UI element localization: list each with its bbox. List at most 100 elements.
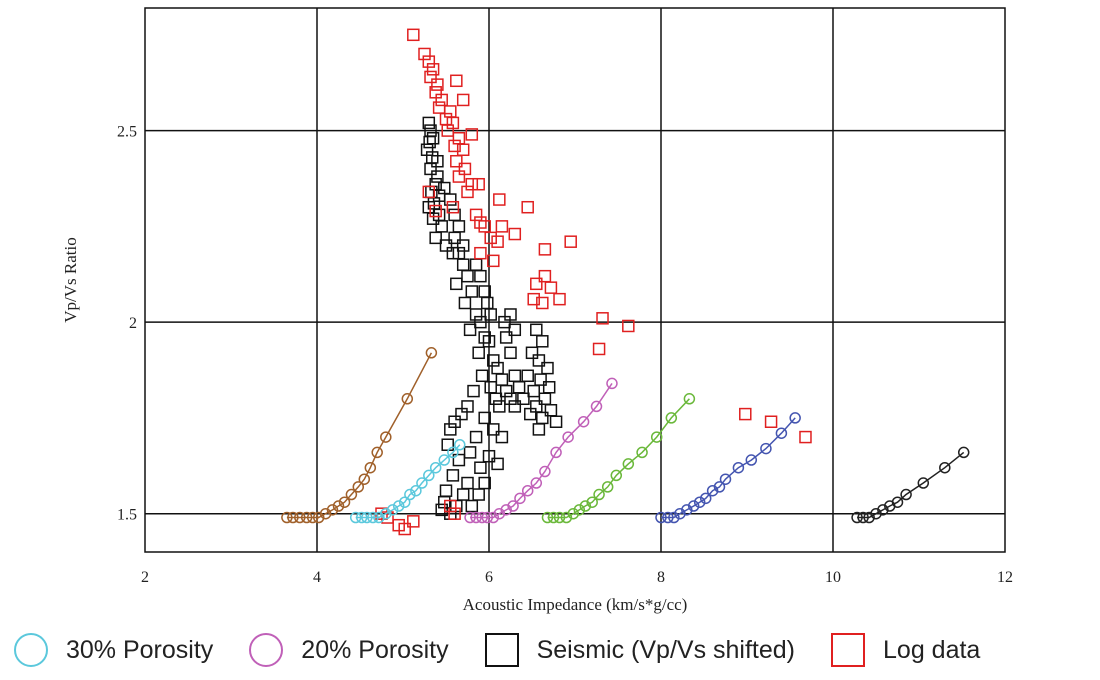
data-point bbox=[775, 427, 788, 439]
x-tick-labels: 2 4 6 8 10 12 bbox=[141, 569, 1013, 586]
data-point bbox=[525, 346, 539, 360]
data-point bbox=[504, 346, 517, 360]
data-point bbox=[475, 369, 489, 383]
y-tick-label: 2 bbox=[129, 315, 137, 332]
data-point bbox=[425, 185, 438, 199]
circle-marker-icon bbox=[14, 633, 48, 667]
legend-item: Seismic (Vp/Vs shifted) bbox=[484, 633, 795, 667]
data-point bbox=[455, 407, 468, 421]
data-point bbox=[622, 319, 635, 333]
y-tick-labels: 1.5 2 2.5 bbox=[117, 124, 137, 524]
data-point bbox=[435, 93, 448, 107]
circle-marker-icon bbox=[249, 633, 284, 667]
data-point bbox=[481, 296, 494, 310]
legend-item: 20% Porosity bbox=[249, 633, 449, 667]
data-point bbox=[484, 381, 497, 394]
square-marker-icon bbox=[831, 633, 866, 667]
data-point bbox=[536, 335, 549, 348]
data-point bbox=[482, 449, 496, 463]
data-point bbox=[465, 128, 479, 141]
data-point bbox=[478, 331, 491, 344]
series-line bbox=[857, 451, 965, 519]
data-point bbox=[719, 473, 732, 485]
data-point bbox=[416, 477, 428, 489]
data-point bbox=[489, 392, 503, 406]
data-point bbox=[610, 469, 623, 482]
data-point bbox=[425, 151, 439, 164]
data-point bbox=[487, 423, 500, 436]
data-point bbox=[508, 400, 522, 413]
data-point bbox=[446, 469, 460, 482]
data-point bbox=[287, 511, 299, 524]
data-point bbox=[424, 162, 437, 176]
data-point bbox=[521, 200, 534, 214]
series-line bbox=[470, 382, 613, 519]
data-point bbox=[504, 392, 517, 406]
series-0 bbox=[349, 438, 466, 524]
data-point bbox=[547, 511, 560, 524]
data-point bbox=[683, 393, 696, 405]
data-point bbox=[426, 63, 440, 76]
data-point bbox=[668, 511, 680, 524]
data-point bbox=[472, 346, 485, 360]
data-point bbox=[573, 504, 586, 516]
square-marker-icon bbox=[484, 633, 519, 667]
data-point bbox=[536, 296, 549, 310]
series-layer bbox=[281, 28, 970, 536]
data-point bbox=[474, 246, 487, 260]
data-point bbox=[745, 454, 758, 466]
data-point bbox=[448, 231, 461, 245]
x-tick-label: 10 bbox=[825, 569, 841, 586]
data-point bbox=[431, 78, 444, 91]
grid-lines bbox=[145, 8, 1005, 552]
data-point bbox=[474, 461, 487, 474]
plot-frame bbox=[144, 7, 1006, 553]
data-point bbox=[448, 507, 461, 520]
data-point bbox=[431, 170, 444, 183]
data-point bbox=[461, 476, 474, 490]
data-point bbox=[474, 269, 487, 283]
data-point bbox=[439, 239, 453, 252]
data-point bbox=[429, 204, 442, 218]
data-point bbox=[463, 323, 477, 337]
data-point bbox=[465, 177, 479, 191]
data-point bbox=[472, 177, 485, 191]
data-point bbox=[465, 285, 479, 298]
data-point bbox=[567, 507, 580, 520]
data-point bbox=[467, 384, 480, 398]
data-point bbox=[544, 281, 558, 294]
data-point bbox=[465, 499, 479, 513]
data-point bbox=[478, 411, 491, 425]
data-point bbox=[371, 446, 383, 459]
data-point bbox=[530, 323, 543, 337]
data-point bbox=[481, 511, 494, 524]
data-point bbox=[532, 354, 546, 367]
y-axis-label: Vp/Vs Ratio bbox=[61, 237, 80, 322]
data-point bbox=[364, 461, 377, 474]
data-point bbox=[444, 499, 457, 513]
data-point bbox=[495, 373, 509, 386]
data-point bbox=[764, 415, 778, 428]
x-tick-label: 8 bbox=[657, 569, 665, 586]
data-point bbox=[438, 454, 451, 466]
data-point bbox=[352, 481, 365, 493]
data-point bbox=[452, 132, 466, 145]
data-point bbox=[713, 481, 726, 493]
data-point bbox=[499, 331, 513, 344]
data-point bbox=[530, 477, 543, 489]
data-point bbox=[441, 438, 454, 451]
data-point bbox=[857, 511, 869, 524]
x-axis-label: Acoustic Impedance (km/s*g/cc) bbox=[463, 595, 688, 614]
data-point bbox=[538, 243, 552, 256]
data-point bbox=[469, 208, 483, 222]
data-point bbox=[380, 431, 392, 443]
data-point bbox=[450, 154, 463, 168]
series-1 bbox=[464, 377, 618, 524]
data-point bbox=[508, 369, 522, 383]
data-point bbox=[458, 296, 472, 310]
data-point bbox=[432, 101, 446, 114]
data-point bbox=[521, 484, 534, 497]
data-point bbox=[446, 200, 460, 214]
data-point bbox=[398, 496, 411, 508]
x-tick-label: 6 bbox=[485, 569, 493, 586]
